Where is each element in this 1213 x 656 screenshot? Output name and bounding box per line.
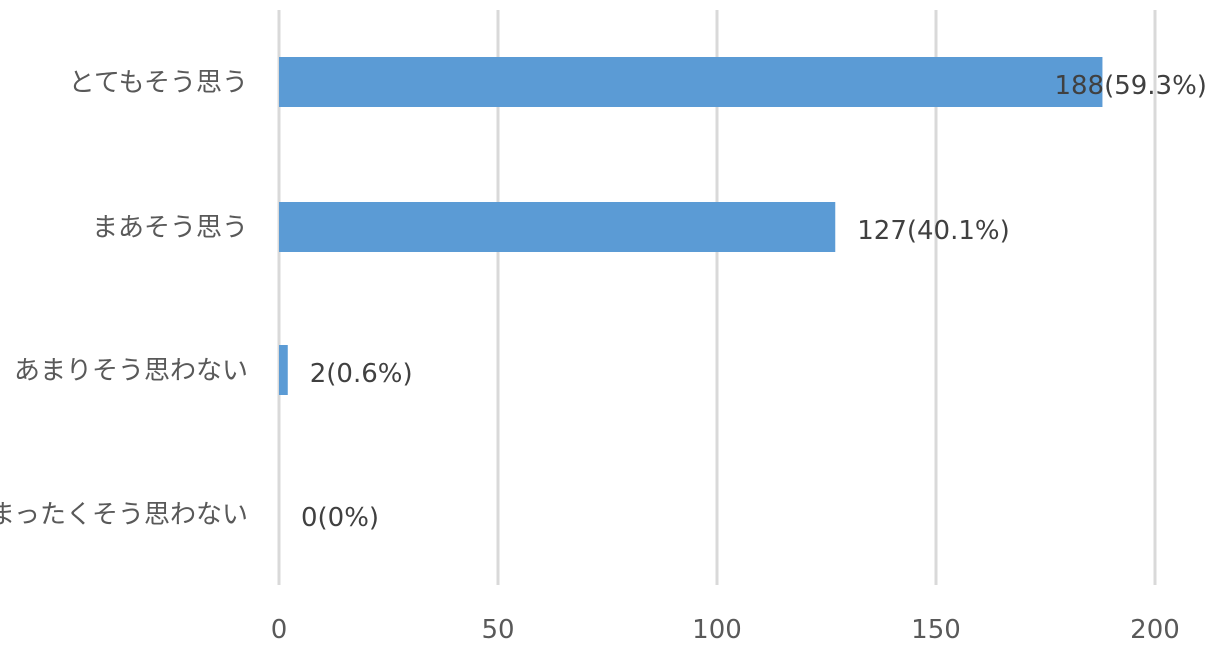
category-label: あまりそう思わない bbox=[14, 356, 248, 386]
category-label: とてもそう思う bbox=[69, 68, 248, 98]
category-label: まあそう思う bbox=[92, 213, 248, 243]
data-label: 2(0.6%) bbox=[310, 359, 413, 389]
bar bbox=[279, 57, 1103, 107]
x-tick-label: 0 bbox=[271, 615, 288, 645]
bars bbox=[279, 57, 1103, 395]
x-tick-label: 150 bbox=[911, 615, 961, 645]
data-labels: 188(59.3%) 127(40.1%) 2(0.6%) 0(0%) bbox=[301, 71, 1207, 533]
bar bbox=[279, 202, 836, 252]
data-label: 0(0%) bbox=[301, 503, 379, 533]
bar bbox=[279, 345, 288, 395]
data-label: 188(59.3%) bbox=[1054, 71, 1207, 101]
category-label: まったくそう思わない bbox=[0, 500, 248, 530]
x-tick-label: 200 bbox=[1130, 615, 1180, 645]
x-tick-label: 50 bbox=[481, 615, 514, 645]
x-axis-tick-labels: 0 50 100 150 200 bbox=[271, 615, 1180, 645]
data-label: 127(40.1%) bbox=[857, 216, 1010, 246]
x-tick-label: 100 bbox=[692, 615, 742, 645]
